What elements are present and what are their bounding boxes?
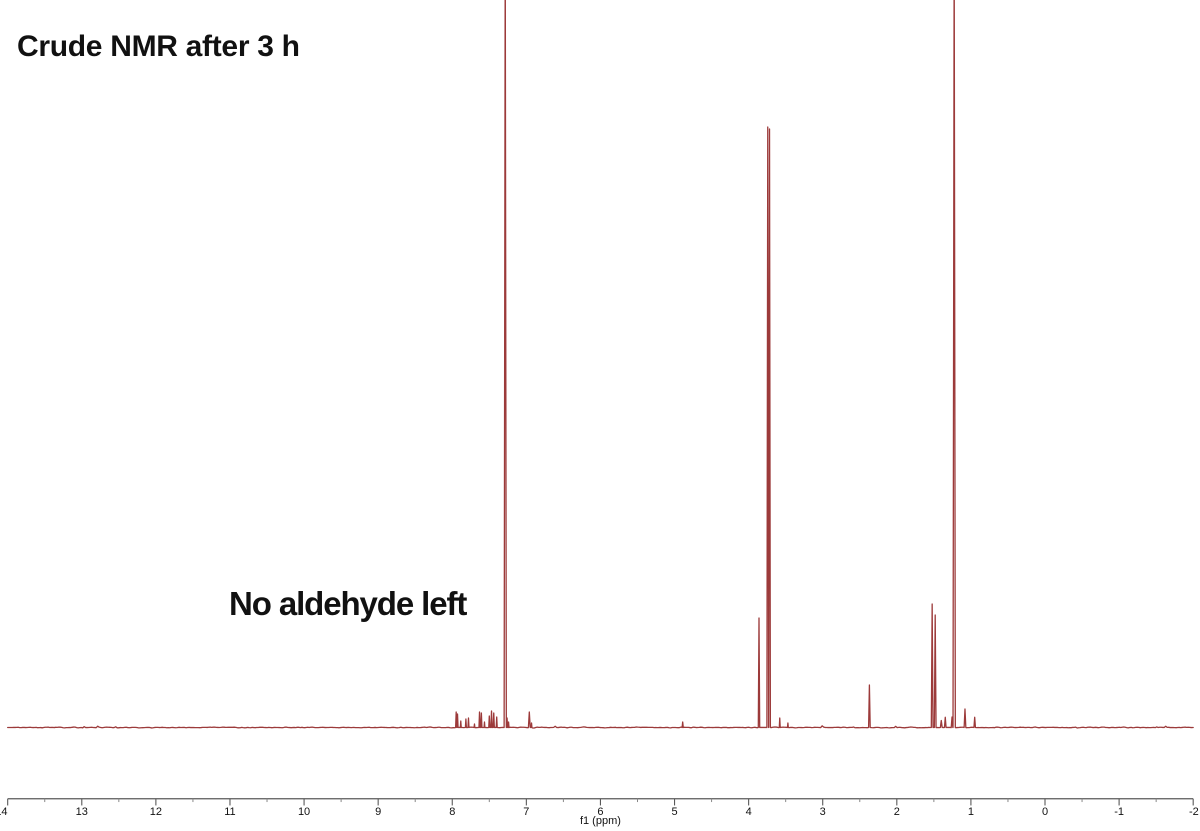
svg-text:10: 10	[298, 806, 310, 818]
svg-text:-1: -1	[1114, 806, 1124, 818]
svg-text:1: 1	[968, 806, 974, 818]
svg-text:14: 14	[0, 806, 7, 818]
svg-text:13: 13	[76, 806, 88, 818]
svg-text:f1 (ppm): f1 (ppm)	[580, 815, 621, 827]
svg-text:3: 3	[820, 806, 826, 818]
svg-text:7: 7	[523, 806, 529, 818]
svg-text:9: 9	[375, 806, 381, 818]
svg-text:4: 4	[746, 806, 752, 818]
svg-text:12: 12	[150, 806, 162, 818]
svg-text:-2: -2	[1189, 806, 1199, 818]
svg-text:2: 2	[894, 806, 900, 818]
svg-text:11: 11	[224, 806, 235, 818]
svg-text:8: 8	[449, 806, 455, 818]
svg-text:0: 0	[1042, 806, 1048, 818]
svg-text:5: 5	[671, 806, 677, 818]
